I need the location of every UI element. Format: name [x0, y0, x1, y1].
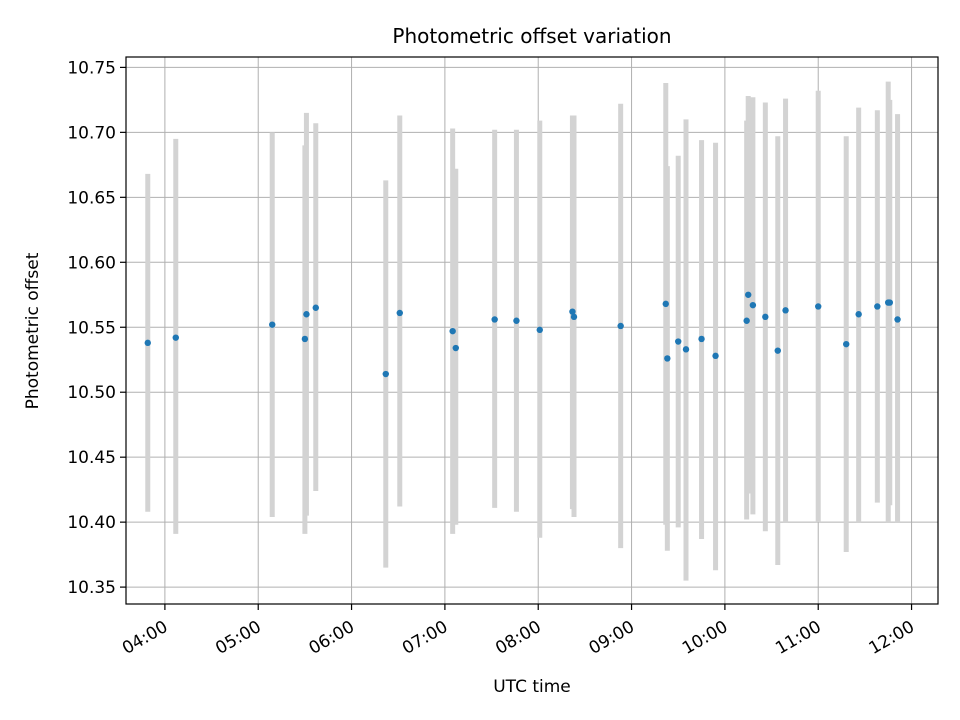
data-point [303, 311, 310, 318]
data-point [774, 347, 781, 354]
data-point [269, 321, 276, 328]
chart-title: Photometric offset variation [392, 24, 671, 48]
data-point [762, 313, 769, 321]
y-axis: 10.35 10.40 10.45 10.50 10.55 10.60 10.65 10.70… [67, 58, 126, 598]
data-point [570, 313, 578, 321]
plot-frame [125, 56, 939, 605]
data-points [144, 291, 901, 378]
y-tick-label: 10.45 [67, 448, 116, 468]
data-point [382, 370, 389, 378]
data-point [682, 346, 690, 353]
data-point [449, 327, 456, 335]
data-point [617, 322, 624, 330]
data-point [782, 307, 789, 314]
y-tick-label: 10.65 [67, 188, 116, 208]
y-tick-label: 10.60 [67, 253, 116, 273]
x-axis-title: UTC time [493, 677, 571, 697]
data-point [491, 316, 498, 323]
data-point [874, 303, 881, 310]
y-tick-label: 10.35 [67, 578, 116, 598]
y-axis-title: Photometric offset [23, 252, 43, 409]
data-point [301, 335, 309, 343]
data-point [569, 308, 576, 315]
data-point [172, 334, 179, 341]
data-point [675, 338, 682, 345]
y-tick-label: 10.75 [67, 58, 116, 78]
y-tick-label: 10.40 [67, 513, 116, 533]
data-point [396, 309, 403, 317]
data-point [894, 316, 901, 323]
data-point [664, 355, 671, 362]
data-point [312, 304, 319, 311]
data-point [843, 340, 850, 348]
y-tick-label: 10.50 [67, 383, 116, 403]
data-point [536, 326, 543, 334]
data-point [815, 303, 822, 310]
data-point [513, 317, 520, 324]
data-point [886, 299, 893, 306]
data-point [745, 291, 752, 298]
data-point [749, 301, 757, 309]
data-point [743, 317, 750, 324]
data-point [662, 300, 669, 308]
data-point [452, 344, 459, 352]
y-tick-label: 10.70 [67, 123, 116, 143]
data-point [712, 352, 719, 360]
data-point [855, 311, 862, 318]
data-point [144, 339, 151, 347]
y-tick-label: 10.55 [67, 318, 116, 338]
data-point [698, 335, 705, 343]
